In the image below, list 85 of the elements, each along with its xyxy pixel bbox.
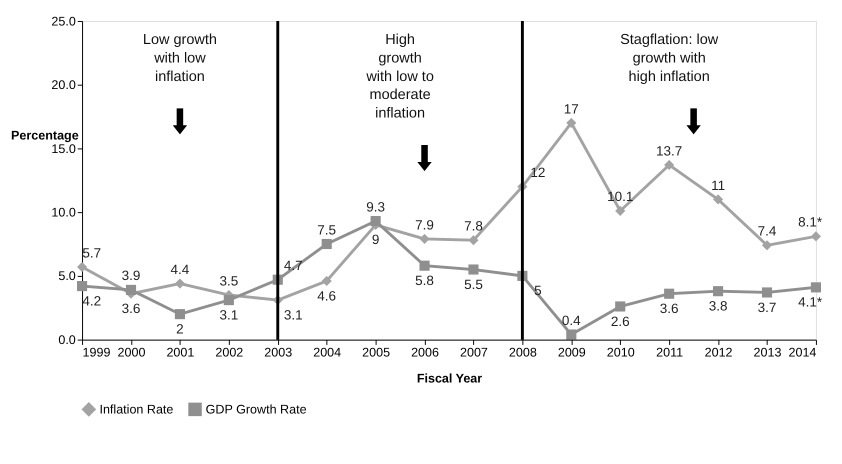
point	[713, 286, 724, 296]
x-tick-label: 2011	[656, 346, 684, 360]
data-label: 7.4	[758, 224, 777, 239]
y-tick-label: 0.0	[58, 332, 76, 347]
x-tick-label: 2013	[754, 346, 782, 360]
x-tick-label: 2008	[508, 346, 537, 360]
point	[468, 235, 479, 246]
legend-label: GDP Growth Rate	[206, 402, 307, 416]
y-tick-label: 15.0	[51, 142, 76, 156]
x-tick-label: 2014	[788, 346, 816, 360]
data-label: 4.1*	[798, 294, 823, 310]
point	[77, 262, 88, 272]
x-tick-label: 2007	[460, 346, 488, 360]
annotation: Stagflation: low growth with high inflation	[620, 32, 719, 85]
point	[810, 231, 821, 242]
point	[224, 295, 234, 306]
point	[566, 329, 576, 340]
point	[370, 216, 381, 226]
data-label: 13.7	[656, 143, 682, 158]
point	[810, 282, 821, 292]
x-tick-label: 2001	[166, 346, 194, 360]
data-label: 17	[564, 101, 579, 116]
data-label: 5.5	[464, 276, 483, 292]
point	[468, 264, 479, 275]
data-label: 3.1	[219, 307, 238, 322]
x-tick-label: 2000	[118, 346, 146, 360]
x-tick-label: 2005	[362, 346, 390, 360]
data-label: 7.8	[464, 218, 483, 234]
point	[762, 287, 772, 298]
point	[322, 238, 332, 250]
data-label: 5	[534, 283, 542, 298]
x-tick-label: 2004	[313, 346, 342, 360]
point	[174, 278, 185, 289]
data-label: 7.5	[317, 222, 336, 238]
data-label: 3.6	[122, 301, 140, 316]
data-label: 3.5	[219, 273, 238, 288]
x-axis-title: Fiscal Year	[416, 372, 482, 386]
point	[615, 206, 626, 216]
point	[77, 281, 88, 292]
data-label: 10.1	[607, 189, 634, 204]
data-label: 2.6	[610, 314, 630, 329]
data-label: 3.9	[122, 268, 140, 284]
data-label: 7.9	[415, 217, 434, 232]
point	[664, 160, 674, 170]
point	[615, 301, 626, 312]
x-tick-label: 2010	[606, 346, 635, 360]
annotation: Low growth with low inflation	[142, 32, 217, 85]
y-tick-label: 20.0	[51, 78, 76, 92]
data-label: 5.7	[82, 245, 102, 260]
data-label: 3.1	[284, 307, 303, 322]
point	[664, 288, 674, 299]
point	[322, 276, 332, 286]
point	[174, 309, 185, 320]
x-tick-label: 2009	[558, 346, 586, 360]
data-label: 12	[530, 165, 546, 180]
point	[762, 240, 772, 250]
annotation: High growth with low to moderate inflation	[365, 32, 434, 122]
x-tick-label: 2006	[411, 346, 439, 360]
data-label: 9	[372, 232, 380, 248]
data-label: 3.7	[758, 300, 776, 315]
x-tick-label: 1999	[82, 346, 110, 360]
y-axis-title: Percentage	[11, 128, 79, 143]
y-tick-label: 10.0	[51, 206, 76, 220]
data-label: 9.3	[366, 199, 386, 214]
data-label: 4.6	[317, 288, 336, 304]
point	[419, 260, 430, 271]
y-tick-label: 5.0	[58, 269, 76, 284]
data-label: 5.8	[415, 273, 434, 288]
data-label: 8.1*	[798, 214, 823, 230]
x-tick-label: 2003	[264, 346, 292, 360]
data-label: 11	[711, 178, 726, 193]
data-label: 0.4	[562, 312, 582, 328]
data-label: 2	[176, 321, 184, 336]
point	[713, 194, 724, 204]
y-tick-label: 25.0	[51, 14, 76, 28]
point	[566, 118, 576, 128]
x-tick-label: 2002	[215, 346, 244, 360]
point	[419, 234, 430, 244]
legend-label: Inflation Rate	[99, 402, 174, 416]
data-label: 4.7	[284, 258, 303, 274]
data-label: 3.6	[660, 301, 679, 316]
data-label: 4.4	[170, 262, 190, 277]
point	[126, 284, 136, 295]
x-tick-label: 2012	[704, 346, 733, 360]
data-label: 3.8	[708, 298, 728, 314]
